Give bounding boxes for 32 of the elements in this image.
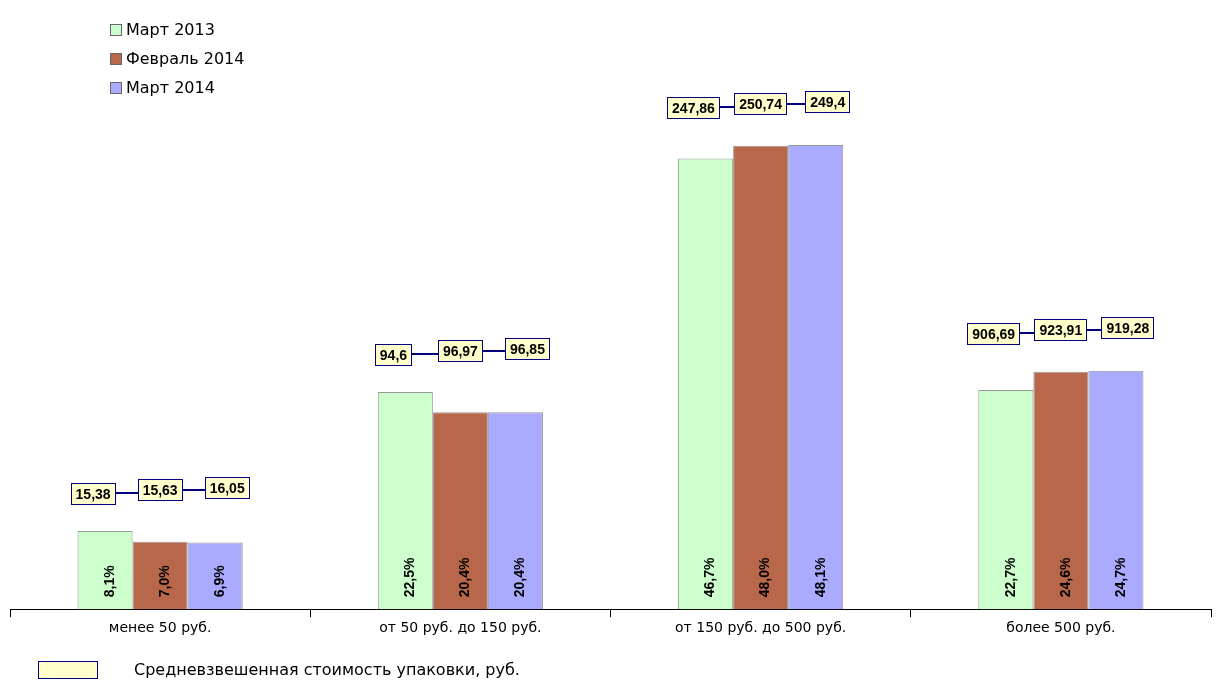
annotation: 96,97 xyxy=(437,340,483,362)
data-label: 20,4% xyxy=(456,556,473,598)
annotation: 15,63 xyxy=(137,479,183,501)
x-tick-label: от 50 руб. до 150 руб. xyxy=(379,619,542,636)
text: Средневзвешенная стоимость упаковки, руб. xyxy=(134,660,520,679)
data-label: 20,4% xyxy=(511,556,528,598)
x-tick-label: менее 50 руб. xyxy=(108,619,212,636)
x-tick-label: от 150 руб. до 500 руб. xyxy=(675,619,847,636)
legend-label: Февраль 2014 xyxy=(126,49,245,68)
data-label: 6,9% xyxy=(211,564,228,598)
annotation: 919,28 xyxy=(1101,316,1155,339)
x-tick-label: более 500 руб. xyxy=(1006,619,1116,636)
legend-label: Март 2014 xyxy=(126,78,215,97)
data-label: 24,6% xyxy=(1056,556,1073,598)
annotation: 96,85 xyxy=(504,338,550,360)
data-label: 22,7% xyxy=(1001,556,1018,598)
text: 247,86 xyxy=(667,96,720,119)
annotation: 16,05 xyxy=(204,477,250,499)
data-label: 7,0% xyxy=(155,564,172,598)
data-label: 8,1% xyxy=(100,564,117,598)
text: 249,4 xyxy=(805,90,851,113)
data-label: 48,1% xyxy=(811,556,828,598)
data-label: 22,5% xyxy=(401,556,418,598)
annotation: 94,6 xyxy=(374,344,413,366)
legend-label: Март 2013 xyxy=(126,20,215,39)
data-label: 46,7% xyxy=(701,556,718,598)
annotation: 15,38 xyxy=(70,483,116,505)
text: 250,74 xyxy=(734,92,787,115)
annotation: 906,69 xyxy=(967,322,1021,345)
data-label: 24,7% xyxy=(1111,556,1128,598)
annotation: 923,91 xyxy=(1034,318,1088,341)
data-label: 48,0% xyxy=(756,556,773,598)
